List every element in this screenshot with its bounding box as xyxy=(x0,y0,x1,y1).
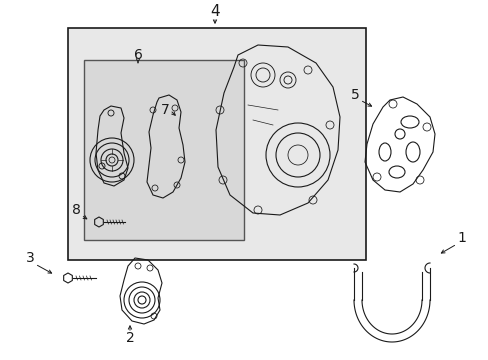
Text: 3: 3 xyxy=(25,251,34,265)
Bar xyxy=(84,60,244,240)
Text: 7: 7 xyxy=(160,103,169,117)
Text: 1: 1 xyxy=(457,231,466,245)
Text: 6: 6 xyxy=(133,48,142,62)
Text: 5: 5 xyxy=(350,88,359,102)
Text: 8: 8 xyxy=(71,203,80,217)
Bar xyxy=(68,28,365,260)
Text: 4: 4 xyxy=(210,4,220,19)
Text: 2: 2 xyxy=(125,331,134,345)
